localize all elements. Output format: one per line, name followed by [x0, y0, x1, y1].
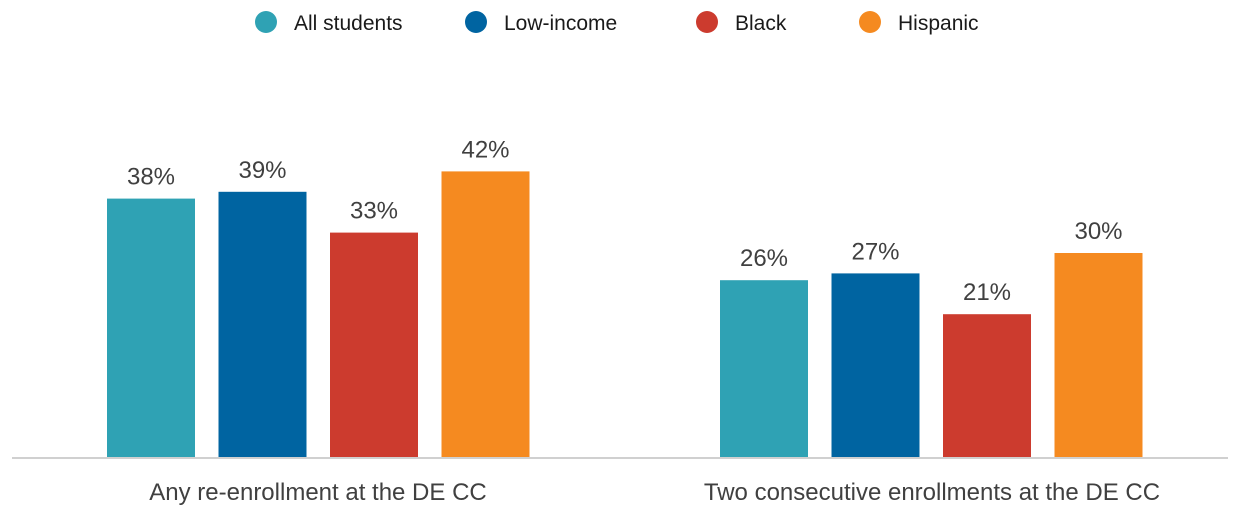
bar-hispanic-1 — [441, 171, 530, 457]
chart-legend: All students Low-income Black Hispanic — [255, 11, 979, 35]
legend-label-all-students: All students — [294, 12, 403, 35]
bar-all-students-1 — [107, 198, 195, 457]
data-label-all-students-2: 26% — [740, 245, 788, 272]
bar-groups: 38% 39% 33% 42% 26% 27% 21% 30% — [107, 136, 1143, 458]
legend-label-low-income: Low-income — [504, 12, 617, 35]
legend-marker-low-income — [465, 11, 487, 33]
bar-all-students-2 — [720, 280, 808, 457]
category-label-2: Two consecutive enrollments at the DE CC — [704, 479, 1160, 506]
data-label-black-1: 33% — [350, 198, 398, 225]
data-label-hispanic-2: 30% — [1074, 218, 1122, 245]
data-label-all-students-1: 38% — [127, 164, 175, 191]
bar-group-2: 26% 27% 21% 30% — [720, 218, 1143, 457]
data-label-black-2: 21% — [963, 279, 1011, 306]
legend-marker-hispanic — [859, 11, 881, 33]
bar-black-2 — [943, 314, 1031, 457]
legend-label-hispanic: Hispanic — [898, 12, 979, 35]
bar-black-1 — [330, 232, 418, 457]
category-labels: Any re-enrollment at the DE CC Two consec… — [149, 479, 1160, 506]
legend-marker-black — [696, 11, 718, 33]
data-label-hispanic-1: 42% — [461, 136, 509, 163]
legend-marker-all-students — [255, 11, 277, 33]
bar-group-1: 38% 39% 33% 42% — [107, 136, 530, 458]
bar-hispanic-2 — [1054, 253, 1143, 457]
category-label-1: Any re-enrollment at the DE CC — [149, 479, 486, 506]
legend-label-black: Black — [735, 12, 787, 35]
bar-low-income-1 — [218, 191, 307, 458]
data-label-low-income-1: 39% — [238, 157, 286, 184]
bar-low-income-2 — [831, 273, 920, 457]
data-label-low-income-2: 27% — [851, 238, 899, 265]
